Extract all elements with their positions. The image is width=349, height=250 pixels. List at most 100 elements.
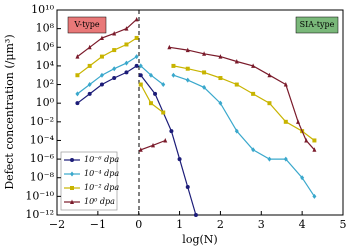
data-point [75, 73, 80, 78]
legend [60, 151, 118, 211]
data-point [138, 73, 143, 78]
legend-marker [70, 199, 74, 204]
y-tick-label: 10⁻² [30, 115, 54, 128]
annotation: V-type [73, 20, 100, 29]
annotation: SIA-type [300, 20, 335, 29]
data-point [304, 137, 309, 143]
data-point [148, 72, 153, 78]
data-point [296, 119, 301, 124]
legend-label: 10⁻⁴ dpa [84, 169, 119, 178]
y-tick-label: 10⁶ [36, 40, 55, 53]
x-tick-label: 3 [258, 218, 265, 231]
data-point [87, 44, 92, 50]
data-point [124, 60, 129, 66]
y-tick-label: 10⁻⁸ [30, 171, 55, 184]
data-point [267, 72, 272, 78]
y-tick-label: 10⁸ [36, 22, 55, 35]
legend-label: 10⁰ dpa [84, 197, 115, 206]
data-point [171, 63, 176, 68]
y-tick-label: 10⁰ [36, 96, 55, 109]
data-point [124, 26, 129, 31]
y-tick-label: 10⁴ [36, 59, 55, 72]
x-axis-label: log(N) [182, 233, 217, 246]
series-line [77, 18, 315, 151]
data-point [218, 100, 223, 106]
data-point [267, 156, 272, 162]
data-point [134, 54, 139, 60]
data-point [138, 147, 143, 152]
legend-label: 10⁻² dpa [84, 183, 119, 192]
data-point [87, 82, 92, 88]
data-point [312, 138, 317, 143]
data-point [167, 44, 172, 50]
series-line [77, 37, 315, 141]
data-point [75, 101, 80, 106]
y-tick-label: 10⁻⁴ [30, 133, 55, 146]
data-point [161, 110, 166, 115]
y-tick-label: 10⁻¹² [25, 208, 54, 221]
data-point [202, 70, 207, 75]
legend-marker [70, 171, 74, 177]
data-point [124, 70, 129, 75]
plot-frame [56, 9, 344, 216]
data-point [234, 82, 239, 87]
data-point [99, 54, 104, 59]
data-point [234, 58, 239, 64]
x-tick-label: 2 [217, 218, 224, 231]
data-point [148, 101, 153, 106]
data-point [87, 91, 92, 96]
data-point [185, 77, 190, 83]
data-point [112, 31, 117, 36]
data-point [185, 66, 190, 71]
data-point [99, 72, 104, 78]
data-point [267, 101, 272, 106]
data-point [151, 142, 156, 148]
data-point [75, 54, 80, 59]
legend-label: 10⁻⁶ dpa [84, 155, 119, 164]
data-point [134, 16, 139, 22]
annotation-box [295, 16, 339, 34]
data-point [87, 63, 92, 68]
y-tick-label: 10¹⁰ [31, 3, 54, 16]
data-point [185, 47, 190, 53]
data-point [283, 119, 288, 124]
data-point [251, 63, 256, 68]
data-point [193, 213, 198, 217]
data-point [112, 66, 117, 72]
data-point [171, 72, 176, 78]
data-point [161, 82, 166, 88]
data-point [99, 82, 104, 87]
x-tick-label: 0 [135, 218, 142, 231]
x-tick-label: −2 [49, 218, 65, 231]
series-line [77, 65, 197, 216]
data-point [153, 91, 158, 96]
y-tick-label: 10² [36, 78, 54, 91]
data-point [163, 137, 168, 143]
x-tick-label: 5 [340, 218, 347, 231]
data-point [185, 185, 190, 190]
data-point [234, 128, 239, 134]
data-point [99, 35, 104, 40]
data-point [202, 51, 207, 56]
data-point [283, 156, 288, 162]
data-point [300, 175, 305, 181]
data-point [312, 193, 317, 199]
data-point [251, 147, 256, 153]
annotation-box [67, 16, 107, 34]
legend-marker [70, 186, 74, 190]
data-point [283, 82, 288, 87]
x-tick-label: −1 [90, 218, 106, 231]
data-point [218, 54, 223, 59]
data-point [312, 147, 317, 152]
data-point [202, 84, 207, 90]
x-tick-label: 4 [299, 218, 306, 231]
data-point [169, 129, 174, 134]
legend-marker [70, 158, 74, 162]
data-point [218, 76, 223, 81]
data-point [112, 48, 117, 53]
y-tick-label: 10⁻⁶ [30, 152, 55, 165]
data-point [134, 63, 139, 68]
y-axis-label: Defect concentration (/μm³) [3, 34, 16, 189]
data-point [251, 91, 256, 96]
